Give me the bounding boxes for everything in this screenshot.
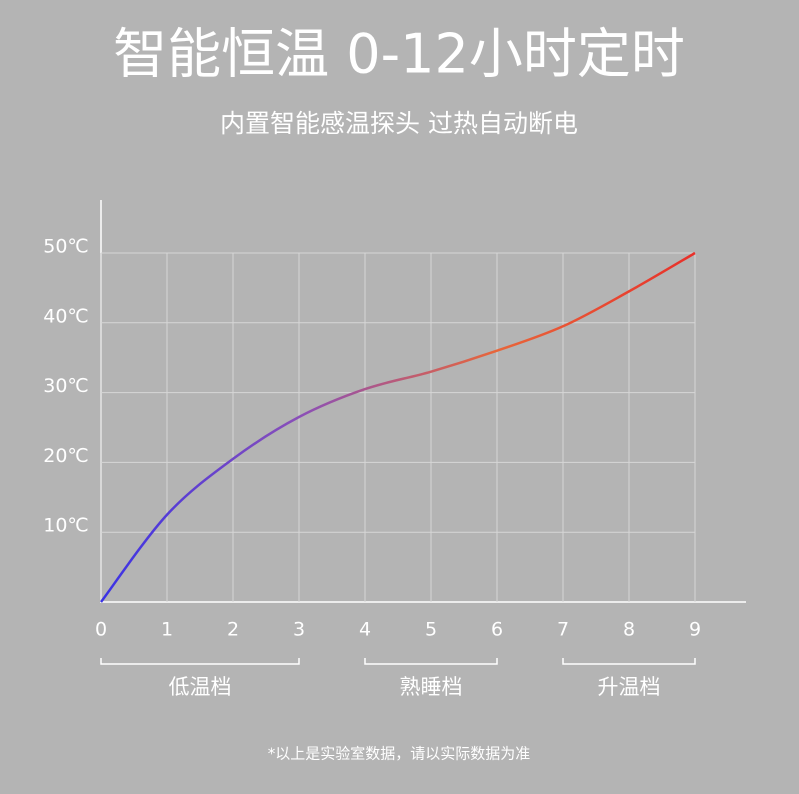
- footnote: *以上是实验室数据，请以实际数据为准: [268, 745, 531, 763]
- y-tick-label: 50℃: [43, 236, 89, 258]
- chart-title: 智能恒温 0-12小时定时: [113, 23, 685, 86]
- y-tick-label: 30℃: [43, 375, 89, 397]
- x-tick-label: 1: [161, 619, 173, 641]
- range-label: 低温档: [169, 675, 232, 699]
- x-tick-label: 8: [623, 619, 635, 641]
- temperature-curve: [100, 251, 696, 603]
- x-tick-label: 7: [557, 619, 569, 641]
- x-tick-label: 0: [95, 619, 107, 641]
- range-bracket: [100, 658, 300, 665]
- chart-subtitle: 内置智能感温探头 过热自动断电: [220, 109, 578, 138]
- y-tick-label: 10℃: [43, 515, 89, 537]
- x-tick-label: 3: [293, 619, 305, 641]
- x-tick-label: 5: [425, 619, 437, 641]
- range-bracket: [562, 658, 696, 665]
- x-tick-label: 4: [359, 619, 371, 641]
- y-tick-label: 20℃: [43, 445, 89, 467]
- range-label: 熟睡档: [400, 675, 463, 699]
- y-tick-label: 40℃: [43, 305, 89, 327]
- x-tick-label: 6: [491, 619, 503, 641]
- x-tick-label: 2: [227, 619, 239, 641]
- range-bracket: [364, 658, 498, 665]
- x-tick-label: 9: [689, 619, 701, 641]
- range-label: 升温档: [598, 675, 661, 699]
